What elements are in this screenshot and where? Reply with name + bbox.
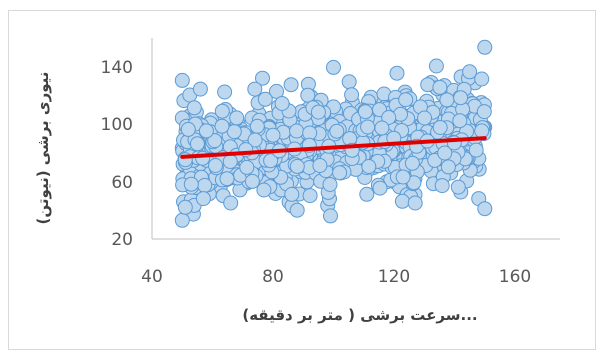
data-point: [359, 186, 375, 202]
data-point: [174, 72, 190, 88]
data-point: [207, 133, 223, 149]
data-point: [389, 65, 405, 81]
data-point: [332, 165, 348, 181]
data-point: [452, 113, 468, 129]
data-point: [474, 123, 490, 139]
data-point: [223, 195, 239, 211]
x-axis-title: ...سرعت برشی ( متر بر دقیقه): [242, 306, 477, 324]
data-point: [283, 77, 299, 93]
data-point: [434, 178, 450, 194]
data-point: [357, 104, 373, 120]
y-tick-label: 100: [101, 115, 133, 135]
data-point: [274, 96, 290, 111]
y-tick-label: 60: [111, 173, 133, 193]
data-point: [329, 123, 345, 139]
data-point: [398, 92, 414, 108]
points-layer: [174, 39, 493, 228]
data-point: [344, 87, 360, 103]
data-point: [247, 132, 263, 148]
data-point: [249, 118, 265, 134]
data-point: [326, 59, 341, 75]
data-point: [437, 145, 453, 161]
data-point: [404, 155, 420, 171]
data-point: [427, 152, 443, 168]
data-point: [439, 92, 455, 108]
data-point: [374, 120, 390, 136]
data-point: [312, 158, 328, 173]
data-point: [257, 91, 273, 107]
data-point: [189, 136, 205, 152]
data-point: [323, 208, 338, 224]
data-point: [214, 118, 230, 134]
data-point: [360, 119, 376, 135]
data-point: [217, 84, 233, 100]
y-tick-label: 20: [111, 230, 133, 250]
data-point: [289, 158, 305, 174]
data-point: [222, 154, 238, 169]
data-point: [289, 202, 305, 218]
data-point: [477, 201, 493, 217]
data-point: [310, 104, 326, 120]
data-point: [432, 120, 448, 135]
data-point: [372, 180, 388, 196]
x-tick-label: 160: [499, 267, 531, 287]
y-tick-label: 140: [101, 58, 133, 78]
data-point: [417, 110, 432, 126]
data-point: [186, 100, 202, 116]
x-tick-label: 80: [262, 267, 284, 287]
data-point: [462, 64, 478, 80]
data-point: [289, 123, 305, 139]
data-point: [341, 74, 357, 90]
axis-layer: [151, 38, 560, 240]
data-point: [229, 110, 245, 126]
data-point: [453, 90, 469, 106]
data-point: [265, 127, 281, 143]
data-point: [269, 83, 284, 99]
data-point: [300, 87, 316, 103]
data-point: [394, 193, 410, 209]
data-point: [263, 153, 279, 169]
data-point: [468, 142, 484, 158]
data-point: [474, 71, 490, 87]
data-point: [432, 79, 448, 95]
x-tick-label: 40: [141, 267, 163, 287]
data-point: [174, 212, 190, 228]
data-point: [420, 77, 436, 93]
data-point: [255, 70, 270, 86]
data-point: [192, 81, 208, 97]
data-point: [395, 169, 411, 185]
trendline-layer: [180, 136, 487, 159]
data-point: [450, 179, 466, 195]
data-point: [302, 188, 318, 204]
data-point: [284, 186, 300, 202]
data-point: [195, 191, 211, 207]
data-point: [198, 123, 214, 139]
data-point: [322, 177, 338, 192]
data-point: [407, 195, 423, 211]
trendline: [180, 136, 487, 159]
data-point: [247, 81, 263, 97]
data-point: [208, 158, 223, 173]
data-point: [256, 182, 272, 198]
data-point: [177, 199, 193, 215]
data-point: [214, 103, 230, 119]
data-point: [476, 104, 492, 120]
data-point: [440, 159, 456, 175]
data-point: [428, 58, 444, 74]
data-point: [180, 121, 196, 137]
data-point: [219, 171, 235, 187]
data-point: [183, 176, 199, 192]
data-point: [381, 110, 397, 125]
data-point: [244, 173, 260, 189]
data-point: [477, 39, 493, 55]
x-tick-label: 120: [378, 267, 410, 287]
data-point: [239, 159, 255, 175]
y-axis-title: نیوری برشی (نیوتن): [34, 72, 52, 225]
data-point: [361, 159, 377, 174]
data-point: [197, 177, 213, 193]
